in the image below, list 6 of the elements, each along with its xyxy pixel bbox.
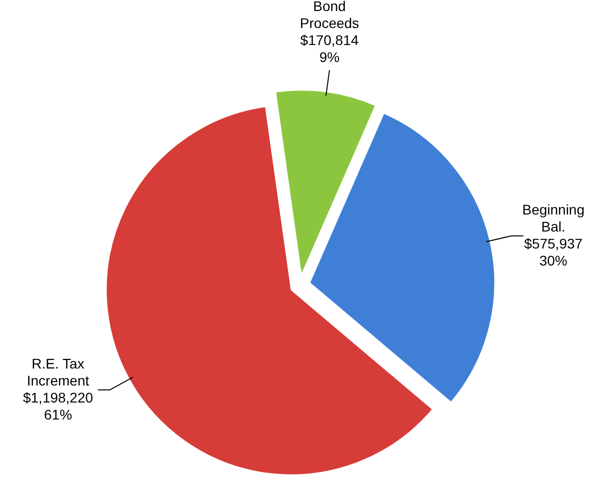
data-label: $1,198,220 61%	[22, 389, 94, 422]
data-label: $575,937 30%	[524, 235, 583, 268]
slice-label: Beginning Bal.	[522, 201, 585, 234]
slice-label: R.E. Tax Increment	[26, 355, 90, 388]
data-label: $170,814 9%	[300, 32, 359, 66]
slice-label: Bond Proceeds	[300, 0, 360, 32]
